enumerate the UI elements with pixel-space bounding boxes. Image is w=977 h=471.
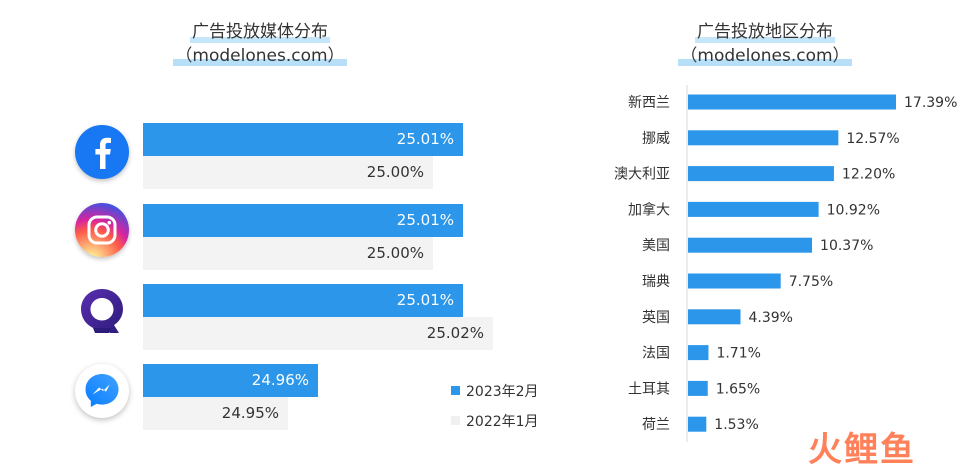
media-value-label: 25.01% xyxy=(396,291,454,309)
region-category-label: 土耳其 xyxy=(628,381,670,397)
region-category-label: 挪威 xyxy=(642,131,670,147)
q-logo-icon xyxy=(75,284,129,338)
legend-item-2023: 2023年2月 xyxy=(451,383,539,401)
media-value-label: 25.00% xyxy=(366,163,424,181)
media-bar-2022-instagram: 25.00% xyxy=(143,237,433,270)
media-chart-title-block: 广告投放媒体分布 （modelones.com） xyxy=(150,20,370,68)
media-bar-2022-messenger: 24.95% xyxy=(143,397,288,430)
media-bar-2023-facebook: 25.01% xyxy=(143,123,463,156)
region-value-label: 4.39% xyxy=(749,310,793,326)
region-bar xyxy=(688,237,813,253)
legend-label-2022: 2022年1月 xyxy=(466,414,539,430)
legend-swatch-2023 xyxy=(451,386,460,395)
region-value-label: 1.53% xyxy=(714,417,758,433)
region-category-label: 英国 xyxy=(642,309,670,326)
region-bar xyxy=(688,130,839,146)
region-bar xyxy=(688,94,896,110)
media-chart-subtitle: （modelones.com） xyxy=(173,46,347,66)
region-value-label: 1.65% xyxy=(716,381,760,397)
region-value-label: 17.39% xyxy=(904,95,957,111)
region-value-label: 12.20% xyxy=(842,167,895,183)
region-category-label: 荷兰 xyxy=(642,417,670,433)
region-value-label: 1.71% xyxy=(716,346,760,362)
media-bar-2023-q: 25.01% xyxy=(143,284,463,317)
watermark-logo: 火鲤鱼 xyxy=(808,430,916,470)
region-category-label: 新西兰 xyxy=(628,95,670,111)
media-bar-2022-q: 25.02% xyxy=(143,317,493,350)
region-bar xyxy=(688,380,708,396)
region-category-label: 美国 xyxy=(642,238,670,254)
media-bar-2023-messenger: 24.96% xyxy=(143,364,318,397)
region-category-label: 加拿大 xyxy=(628,201,670,218)
region-chart-title-block: 广告投放地区分布 （modelones.com） xyxy=(655,20,875,68)
region-value-label: 10.92% xyxy=(827,202,880,218)
media-value-label: 24.96% xyxy=(251,371,309,389)
region-bar-chart: 新西兰 17.39% 挪威 12.57% 澳大利亚 12.20% 加拿大 10.92% 美国 10… xyxy=(614,85,957,442)
instagram-logo-icon xyxy=(75,203,129,257)
legend-label-2023: 2023年2月 xyxy=(466,384,539,400)
region-bar xyxy=(688,273,781,289)
media-bar-2022-facebook: 25.00% xyxy=(143,156,433,189)
media-value-label: 24.95% xyxy=(221,404,279,422)
legend-swatch-2022 xyxy=(451,416,460,425)
region-chart-subtitle: （modelones.com） xyxy=(678,46,852,66)
region-value-label: 7.75% xyxy=(789,274,833,290)
region-bar xyxy=(688,345,709,361)
media-value-label: 25.01% xyxy=(396,130,454,148)
media-value-label: 25.00% xyxy=(366,244,424,262)
region-chart-title: 广告投放地区分布 xyxy=(695,22,835,43)
region-category-label: 澳大利亚 xyxy=(614,167,670,183)
facebook-logo-icon xyxy=(75,125,129,179)
region-category-label: 法国 xyxy=(642,346,670,362)
media-bar-2023-instagram: 25.01% xyxy=(143,204,463,237)
region-bar xyxy=(688,309,741,325)
region-category-label: 瑞典 xyxy=(642,274,670,290)
region-bar xyxy=(688,416,707,432)
media-value-label: 25.02% xyxy=(426,324,484,342)
media-chart-title: 广告投放媒体分布 xyxy=(190,22,330,43)
legend-item-2022: 2022年1月 xyxy=(451,413,539,431)
region-bar xyxy=(688,166,834,182)
region-value-label: 10.37% xyxy=(820,238,873,254)
region-bar xyxy=(688,201,819,217)
media-value-label: 25.01% xyxy=(396,211,454,229)
region-value-label: 12.57% xyxy=(846,131,899,147)
messenger-logo-icon xyxy=(75,364,129,418)
